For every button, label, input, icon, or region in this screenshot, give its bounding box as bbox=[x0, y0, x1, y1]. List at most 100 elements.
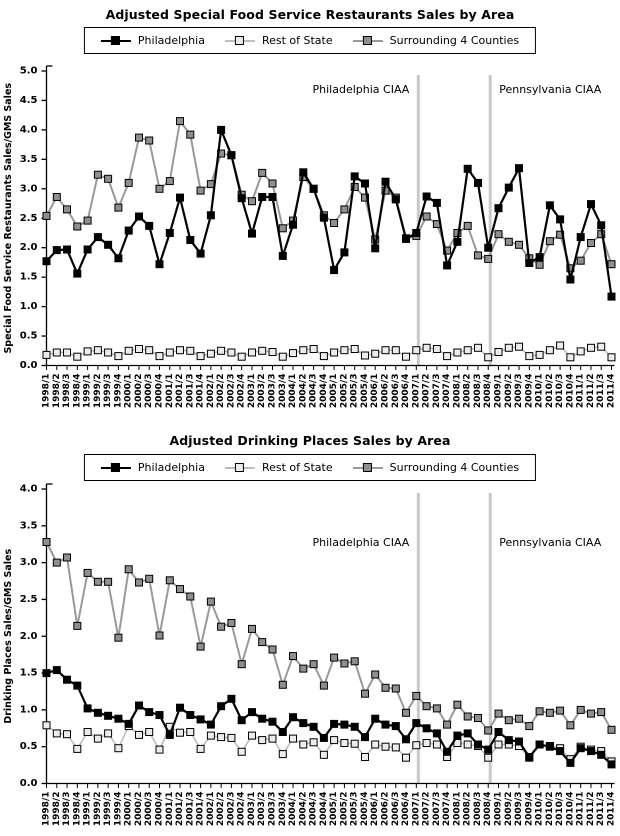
data-point-marker bbox=[422, 192, 431, 201]
data-point-marker bbox=[217, 346, 226, 355]
data-point-marker bbox=[93, 233, 102, 242]
data-point-marker bbox=[391, 684, 400, 693]
data-point-marker bbox=[361, 351, 369, 360]
data-point-marker bbox=[258, 168, 267, 177]
data-point-marker bbox=[525, 753, 534, 761]
data-point-marker bbox=[124, 565, 133, 574]
data-point-marker bbox=[330, 266, 339, 275]
x-tick-label: 2011/3 bbox=[596, 792, 606, 827]
data-point-marker bbox=[176, 193, 184, 202]
x-tick-label: 1998/2 bbox=[52, 374, 62, 409]
data-point-marker bbox=[515, 164, 523, 173]
data-point-marker bbox=[176, 585, 184, 594]
data-point-marker bbox=[597, 708, 606, 717]
data-point-marker bbox=[217, 125, 226, 134]
data-point-marker bbox=[494, 709, 503, 718]
data-point-marker bbox=[135, 578, 143, 587]
x-tick-label: 2000/3 bbox=[144, 374, 154, 409]
data-point-marker bbox=[145, 728, 154, 736]
data-point-marker bbox=[381, 742, 390, 751]
data-point-marker bbox=[576, 347, 585, 356]
data-point-marker bbox=[576, 744, 585, 753]
data-point-marker bbox=[381, 346, 390, 355]
data-point-marker bbox=[432, 729, 441, 738]
x-tick-label: 2011/4 bbox=[607, 792, 617, 827]
data-point-marker bbox=[330, 736, 339, 745]
data-point-marker bbox=[73, 269, 82, 278]
x-tick-label: 1998/1 bbox=[42, 374, 52, 409]
data-point-marker bbox=[155, 745, 164, 754]
data-point-marker bbox=[607, 725, 616, 734]
x-tick-label: 2002/3 bbox=[226, 374, 236, 409]
data-point-marker bbox=[206, 597, 215, 606]
data-point-marker bbox=[535, 350, 544, 359]
data-point-marker bbox=[135, 345, 143, 353]
data-point-marker bbox=[597, 750, 606, 759]
data-point-marker bbox=[278, 728, 287, 736]
data-point-marker bbox=[83, 245, 92, 254]
legend-item-surrounding-counties: Surrounding 4 Counties bbox=[352, 461, 519, 474]
x-tick-label: 2004/1 bbox=[288, 792, 298, 827]
data-point-marker bbox=[350, 739, 359, 748]
data-point-marker bbox=[443, 720, 452, 729]
data-point-marker bbox=[587, 747, 595, 756]
x-tick-label: 2005/3 bbox=[350, 792, 360, 827]
data-point-marker bbox=[576, 705, 585, 714]
data-point-marker bbox=[93, 734, 102, 743]
data-point-marker bbox=[227, 733, 236, 742]
food-service-plot-area: Philadelphia CIAA Pennsylvania CIAA 0.0 0.5… bbox=[3, 65, 617, 409]
data-point-marker bbox=[73, 744, 82, 753]
data-point-marker bbox=[463, 712, 472, 721]
x-tick-label: 2001/3 bbox=[185, 374, 195, 409]
data-point-marker bbox=[402, 708, 410, 717]
food-service-chart-panel: Adjusted Special Food Service Restaurant… bbox=[3, 7, 617, 409]
data-point-marker bbox=[217, 702, 226, 711]
data-point-marker bbox=[402, 352, 410, 361]
x-tick-label: 1999/3 bbox=[103, 792, 113, 827]
x-tick-label: 2008/4 bbox=[483, 792, 493, 827]
x-tick-label: 2010/3 bbox=[555, 374, 565, 409]
data-point-marker bbox=[371, 740, 380, 749]
x-tick-label: 2001/4 bbox=[196, 374, 206, 409]
data-point-marker bbox=[309, 738, 318, 747]
data-point-marker bbox=[566, 353, 575, 362]
data-point-marker bbox=[371, 670, 380, 679]
x-tick-label: 2004/1 bbox=[288, 374, 298, 409]
data-point-marker bbox=[504, 183, 513, 192]
y-tick-label: 1.0 bbox=[20, 704, 38, 715]
data-point-marker bbox=[227, 151, 236, 160]
data-point-marker bbox=[484, 753, 493, 762]
data-point-marker bbox=[217, 622, 226, 631]
data-point-marker bbox=[93, 577, 102, 586]
data-point-marker bbox=[432, 740, 441, 749]
x-tick-label: 2009/4 bbox=[524, 792, 534, 827]
data-point-marker bbox=[155, 711, 164, 719]
x-tick-label: 2011/2 bbox=[586, 374, 596, 409]
data-point-marker bbox=[319, 750, 328, 759]
data-point-marker bbox=[443, 747, 452, 756]
data-point-marker bbox=[422, 212, 431, 221]
data-point-marker bbox=[52, 729, 61, 738]
data-point-marker bbox=[124, 178, 133, 187]
data-point-marker bbox=[93, 170, 102, 179]
y-axis-title: Drinking Places Sales/GMS Sales bbox=[3, 549, 14, 724]
data-point-marker bbox=[474, 251, 482, 260]
x-tick-label: 2003/4 bbox=[278, 374, 288, 409]
data-point-marker bbox=[412, 719, 421, 728]
y-tick-label: 4.5 bbox=[20, 95, 38, 106]
data-point-marker bbox=[535, 253, 544, 262]
data-point-marker bbox=[381, 683, 390, 692]
data-point-marker bbox=[319, 733, 328, 742]
data-point-marker bbox=[474, 714, 482, 722]
data-point-marker bbox=[104, 711, 113, 720]
data-point-marker bbox=[73, 222, 82, 231]
data-point-marker bbox=[258, 714, 267, 723]
data-point-marker bbox=[248, 708, 256, 717]
data-point-marker bbox=[278, 680, 287, 689]
x-tick-label: 2009/4 bbox=[524, 374, 534, 409]
x-tick-label: 1998/3 bbox=[62, 374, 72, 409]
data-point-marker bbox=[104, 348, 113, 357]
data-point-marker bbox=[206, 349, 215, 358]
data-point-marker bbox=[114, 744, 123, 753]
data-point-marker bbox=[196, 249, 205, 258]
